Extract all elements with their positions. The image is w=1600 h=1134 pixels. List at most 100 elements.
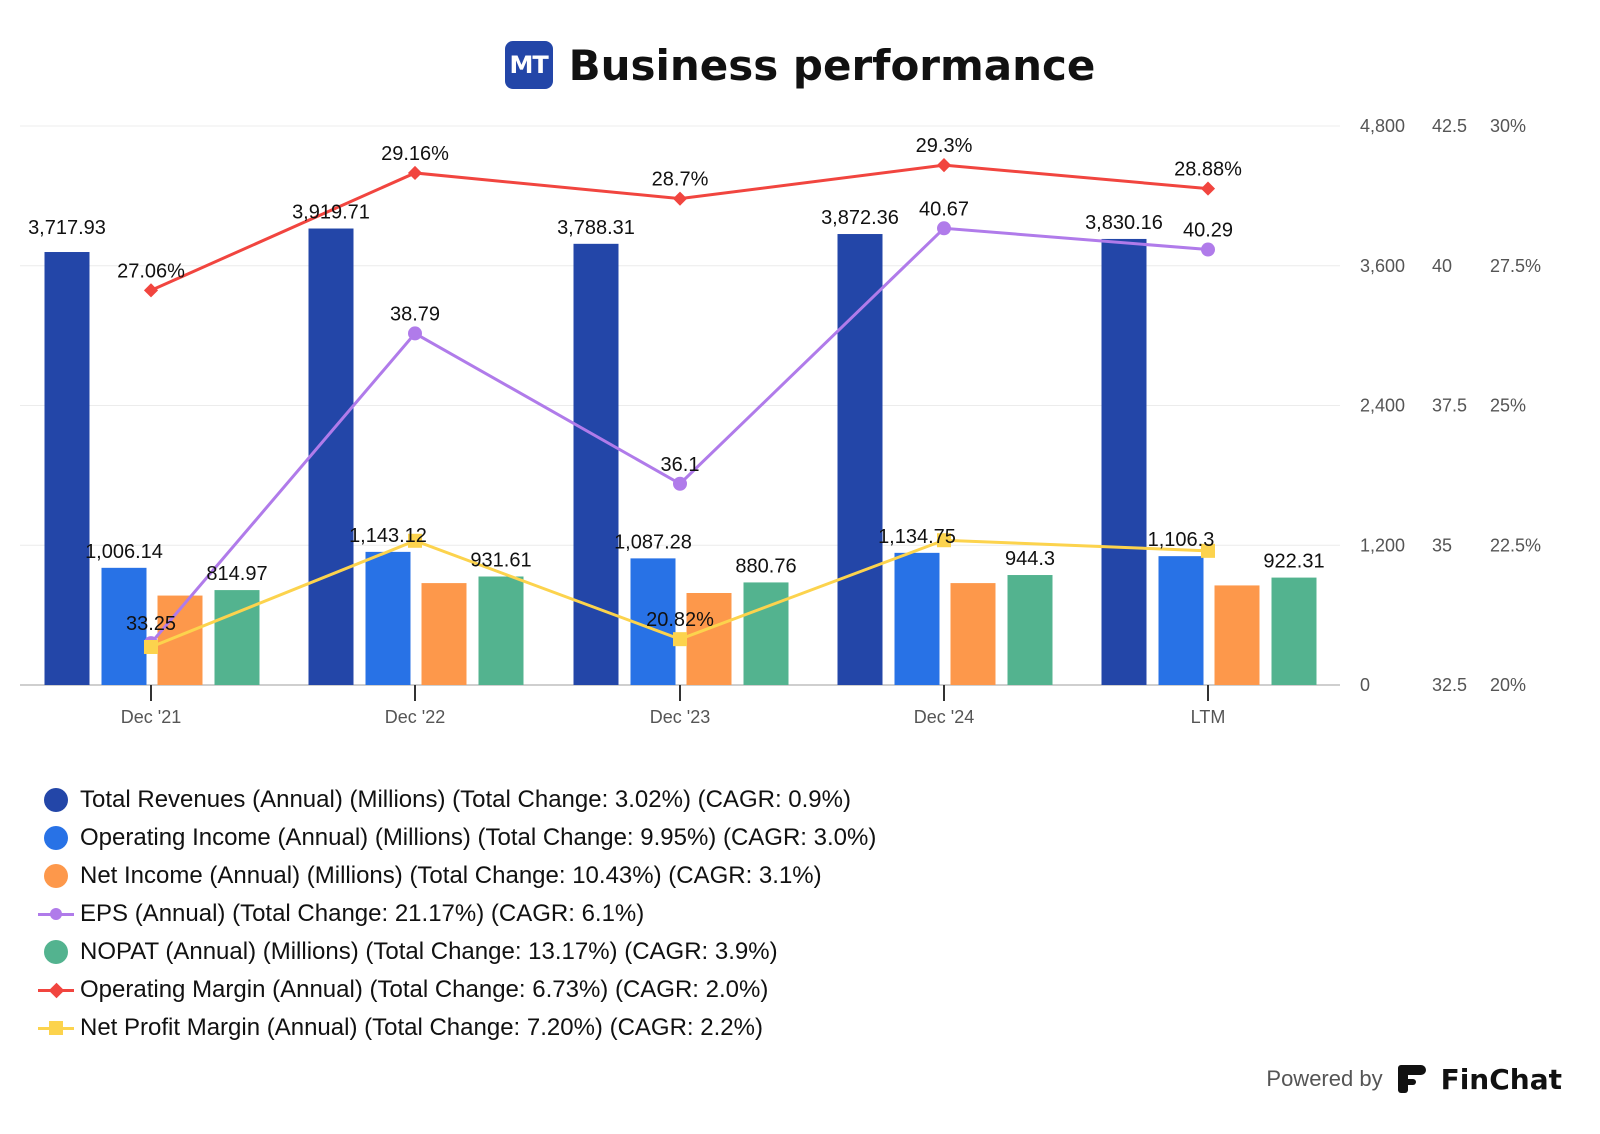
data-label-nopat: 880.76 [735, 555, 796, 577]
bar-net_income [950, 583, 996, 685]
y-right-tick-label: 27.5% [1490, 256, 1541, 276]
bar-nopat [478, 576, 524, 685]
data-label-revenue: 3,717.93 [28, 217, 106, 239]
y-left-tick-label: 3,600 [1360, 256, 1405, 276]
legend-marker-eps [38, 902, 74, 926]
legend-marker-operating_margin [38, 978, 74, 1002]
data-label-nopat: 814.97 [206, 563, 267, 585]
bar-operating_income [630, 558, 676, 685]
point-eps [408, 326, 422, 341]
bar-revenue [837, 234, 883, 685]
point-net_profit_margin [144, 639, 158, 654]
point-operating_margin [672, 191, 688, 206]
y-mid-tick-label: 37.5 [1432, 396, 1467, 416]
data-label-operating_income: 1,106.3 [1148, 529, 1215, 551]
legend-label: Total Revenues (Annual) (Millions) (Tota… [80, 786, 851, 813]
chart-title: Business performance [568, 40, 1096, 90]
data-label-net_profit_margin: 20.82% [646, 609, 714, 631]
data-label-operating_margin: 29.3% [916, 135, 973, 157]
footer: Powered by FinChat [1266, 1062, 1562, 1096]
legend-item-operating_margin[interactable]: Operating Margin (Annual) (Total Change:… [38, 971, 876, 1009]
data-label-revenue: 3,830.16 [1085, 212, 1163, 234]
bar-operating_income [101, 567, 147, 685]
legend-label: Net Income (Annual) (Millions) (Total Ch… [80, 862, 822, 889]
bar-net_income [421, 583, 467, 685]
data-label-revenue: 3,872.36 [821, 207, 899, 229]
point-net_profit_margin [673, 632, 687, 647]
data-label-operating_income: 1,143.12 [349, 525, 427, 547]
x-tick-label: Dec '23 [650, 707, 710, 727]
data-label-operating_income: 1,087.28 [614, 531, 692, 553]
data-label-eps: 36.1 [661, 454, 700, 476]
chart-header: MT Business performance [0, 30, 1600, 100]
data-label-operating_margin: 28.88% [1174, 159, 1242, 181]
bar-revenue [1101, 238, 1147, 685]
point-net_profit_margin [1201, 543, 1215, 558]
point-net_profit_margin [937, 533, 951, 548]
y-left-tick-label: 4,800 [1360, 116, 1405, 136]
point-eps [1201, 242, 1215, 257]
bar-nopat [743, 582, 789, 685]
y-left-tick-label: 1,200 [1360, 535, 1405, 555]
legend-item-nopat[interactable]: NOPAT (Annual) (Millions) (Total Change:… [38, 933, 876, 971]
bar-revenue [44, 252, 90, 686]
legend-label: NOPAT (Annual) (Millions) (Total Change:… [80, 938, 778, 965]
y-left-tick-label: 2,400 [1360, 396, 1405, 416]
y-right-tick-label: 20% [1490, 675, 1526, 695]
company-logo: MT [504, 41, 553, 89]
y-mid-tick-label: 35 [1432, 535, 1452, 555]
y-mid-tick-label: 40 [1432, 256, 1452, 276]
point-eps [673, 476, 687, 491]
point-net_profit_margin [408, 533, 422, 548]
bar-revenue [573, 243, 619, 685]
legend-label: Operating Margin (Annual) (Total Change:… [80, 976, 769, 1003]
bar-nopat [1271, 577, 1317, 685]
x-tick-label: Dec '22 [385, 707, 445, 727]
finchat-brand: FinChat [1440, 1062, 1562, 1096]
bar-revenue [308, 228, 354, 686]
legend-marker-net_income [38, 864, 74, 888]
x-tick-label: LTM [1191, 707, 1226, 727]
y-mid-tick-label: 32.5 [1432, 675, 1467, 695]
legend-item-eps[interactable]: EPS (Annual) (Total Change: 21.17%) (CAG… [38, 895, 876, 933]
x-tick-label: Dec '24 [914, 707, 974, 727]
bar-operating_income [1158, 556, 1204, 685]
legend-item-net_income[interactable]: Net Income (Annual) (Millions) (Total Ch… [38, 857, 876, 895]
bar-operating_income [894, 552, 940, 685]
point-operating_margin [143, 283, 159, 298]
y-left-tick-label: 0 [1360, 675, 1370, 695]
legend-marker-net_profit_margin [38, 1016, 74, 1040]
y-right-tick-label: 22.5% [1490, 535, 1541, 555]
legend-label: Operating Income (Annual) (Millions) (To… [80, 824, 877, 851]
legend-marker-operating_income [38, 826, 74, 850]
data-label-nopat: 944.3 [1005, 548, 1055, 570]
legend-label: EPS (Annual) (Total Change: 21.17%) (CAG… [80, 900, 645, 927]
data-label-nopat: 931.61 [470, 550, 531, 572]
data-label-revenue: 3,788.31 [557, 217, 635, 239]
point-operating_margin [936, 158, 952, 173]
point-operating_margin [1200, 181, 1216, 196]
bar-nopat [1007, 575, 1053, 685]
data-label-operating_income: 1,006.14 [85, 541, 163, 563]
legend-item-operating_income[interactable]: Operating Income (Annual) (Millions) (To… [38, 819, 876, 857]
bar-net_income [1214, 585, 1260, 685]
legend-item-revenue[interactable]: Total Revenues (Annual) (Millions) (Tota… [38, 781, 876, 819]
finchat-logo-icon [1397, 1065, 1426, 1093]
data-label-revenue: 3,919.71 [292, 202, 370, 224]
data-label-eps: 38.79 [390, 303, 440, 325]
legend-label: Net Profit Margin (Annual) (Total Change… [80, 1014, 763, 1041]
x-tick-label: Dec '21 [121, 707, 181, 727]
data-label-operating_margin: 27.06% [117, 260, 185, 282]
point-operating_margin [407, 165, 423, 181]
data-label-nopat: 922.31 [1263, 551, 1324, 573]
business-performance-chart: 0 1,200 2,400 3,600 4,800 32.5 35 37.5 40 42.5 20%… [20, 116, 1541, 727]
legend-marker-revenue [38, 788, 74, 812]
data-label-operating_income: 1,134.75 [878, 526, 956, 548]
legend-marker-nopat [38, 940, 74, 964]
bar-nopat [214, 590, 260, 685]
data-label-eps: 40.29 [1183, 220, 1233, 242]
legend-item-net_profit_margin[interactable]: Net Profit Margin (Annual) (Total Change… [38, 1009, 876, 1047]
bar-operating_income [365, 551, 411, 685]
data-label-operating_margin: 29.16% [381, 143, 449, 165]
y-right-tick-label: 30% [1490, 116, 1526, 136]
